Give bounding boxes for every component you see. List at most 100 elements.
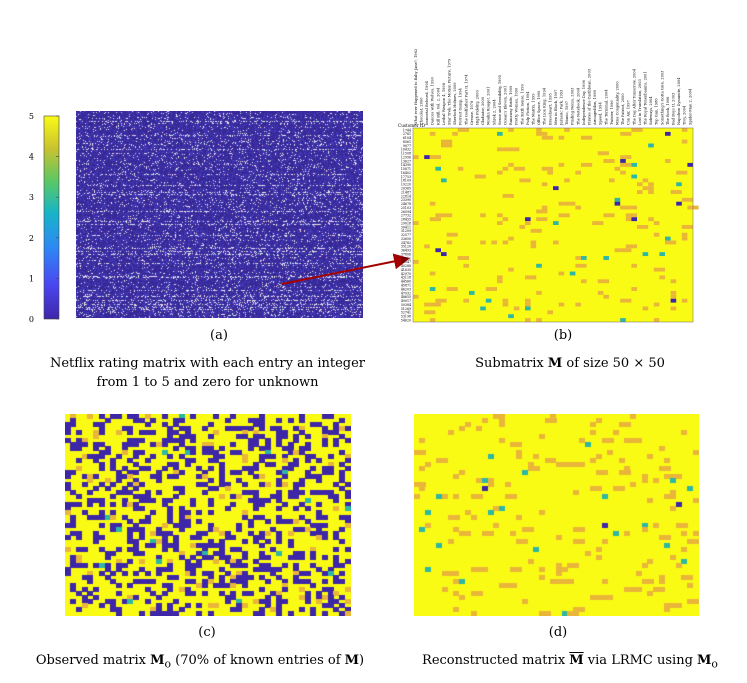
- customer-id: 49017: [401, 299, 411, 303]
- rating-cell: [435, 213, 447, 218]
- rating-cell: [620, 159, 626, 163]
- movie-title: The Notebook, 2004: [576, 87, 580, 125]
- rating-cell: [681, 197, 693, 202]
- customer-id: 51269: [401, 307, 411, 311]
- caption-c-prefix: Observed matrix: [35, 653, 151, 668]
- rating-cell: [653, 221, 660, 225]
- customer-id: 44560: [401, 280, 411, 284]
- movie-title: Miss Congeniality, 2000: [616, 81, 620, 125]
- rating-cell: [508, 162, 514, 167]
- rating-cell: [446, 213, 453, 218]
- rating-cell: [558, 162, 565, 167]
- rating-cell: [429, 318, 436, 322]
- movie-title: Sherlock Holmes, 2009: [453, 82, 457, 125]
- rating-cell: [547, 310, 553, 315]
- rating-cell: [502, 240, 509, 245]
- customer-id: 16402: [401, 171, 411, 175]
- movie-title: Armageddon, 1998: [593, 89, 597, 126]
- customer-id: 46203: [401, 287, 411, 291]
- customer-id: 30411: [401, 225, 411, 229]
- rating-cell: [620, 170, 626, 175]
- rating-cell: [508, 267, 514, 272]
- rating-cell: [435, 248, 441, 253]
- rating-cell: [681, 298, 688, 303]
- movie-title: Pretty Woman, 1990: [515, 87, 519, 125]
- caption-b: Submatrix M of size 50 × 50: [420, 354, 720, 373]
- rating-cell: [631, 205, 637, 210]
- movie-title: Chocolat, 2000: [420, 97, 424, 125]
- rating-cell: [681, 139, 688, 144]
- rating-cell: [525, 178, 531, 183]
- rating-cell: [536, 290, 542, 295]
- rating-cell: [670, 294, 677, 299]
- movie-title: Independence Day, 1996: [582, 79, 586, 125]
- movie-title: Speed, 1994: [599, 102, 603, 125]
- rating-cell: [637, 128, 643, 132]
- customer-id: 11508: [401, 152, 411, 156]
- rating-cell: [569, 271, 576, 276]
- caption-c-symbol: M: [150, 653, 165, 668]
- rating-cell: [665, 131, 671, 136]
- rating-cell: [620, 248, 632, 253]
- colorbar-tick-label: 5: [29, 112, 34, 121]
- rating-cell: [497, 170, 503, 175]
- rating-cell: [575, 263, 587, 268]
- rating-cell: [508, 314, 514, 319]
- caption-b-suffix: of size 50 × 50: [562, 356, 665, 371]
- rating-cell: [463, 263, 469, 268]
- rating-cell: [525, 221, 531, 225]
- rating-cell: [653, 318, 660, 322]
- rating-cell: [429, 131, 436, 136]
- movie-title: The Day After Tomorrow, 2004: [632, 68, 636, 125]
- rating-cell: [631, 217, 637, 222]
- movie-title-headers: What ever Happened to Baby Jane?, 1962 Ch…: [414, 49, 692, 126]
- rating-cell: [541, 205, 548, 210]
- rating-cell: [441, 143, 453, 148]
- movie-title: Sideways, 2004: [649, 96, 653, 125]
- rating-cell: [653, 302, 660, 307]
- rating-cell: [480, 213, 486, 218]
- rating-cell: [670, 279, 677, 284]
- customer-id: 32577: [401, 233, 411, 237]
- customer-id: 47932: [401, 291, 411, 295]
- customer-id: 21487: [401, 190, 411, 194]
- rating-cell: [676, 201, 682, 206]
- rating-cell: [620, 298, 632, 303]
- rating-cell: [513, 166, 525, 171]
- rating-cell: [413, 221, 419, 225]
- caption-a-line2: from 1 to 5 and zero for unknown: [96, 375, 319, 390]
- customer-id: 12956: [401, 155, 411, 159]
- rating-cell: [536, 217, 548, 222]
- rating-cell: [457, 166, 464, 171]
- movie-title: The Lion King, 1994: [543, 87, 547, 125]
- rating-cell: [429, 302, 441, 307]
- rating-cell: [441, 252, 447, 257]
- rating-cell: [603, 279, 609, 284]
- movie-title: Napoleon Dynamite, 2004: [677, 77, 681, 125]
- rating-cell: [541, 135, 553, 140]
- rating-cell: [625, 213, 637, 218]
- rating-cell: [648, 190, 654, 194]
- rating-cell: [536, 263, 542, 268]
- rating-cell: [429, 201, 436, 206]
- colorbar-ticks: 0 1 2 3 4 5: [29, 112, 59, 324]
- rating-cell: [681, 236, 688, 241]
- customer-id: 27732: [401, 214, 411, 218]
- rating-cell: [491, 240, 497, 245]
- rating-cell: [525, 306, 531, 311]
- rating-cell: [429, 155, 441, 160]
- rating-cell: [553, 186, 559, 191]
- customer-id: 43118: [401, 276, 411, 280]
- rating-cell: [480, 306, 486, 311]
- movie-title: Pulp Fiction, 1994: [526, 91, 530, 125]
- movie-title: Bad Boys II, 2003: [672, 92, 676, 125]
- customer-id: 50384: [401, 303, 411, 307]
- movie-title: Lost in Translation, 2003: [638, 78, 642, 125]
- label-b: (b): [553, 328, 573, 343]
- rating-cell: [457, 128, 469, 132]
- rating-cell: [530, 228, 542, 233]
- rating-cell: [575, 205, 581, 210]
- rating-cell: [681, 128, 688, 132]
- customer-id: 36493: [401, 249, 411, 253]
- customer-id: 10432: [401, 148, 411, 152]
